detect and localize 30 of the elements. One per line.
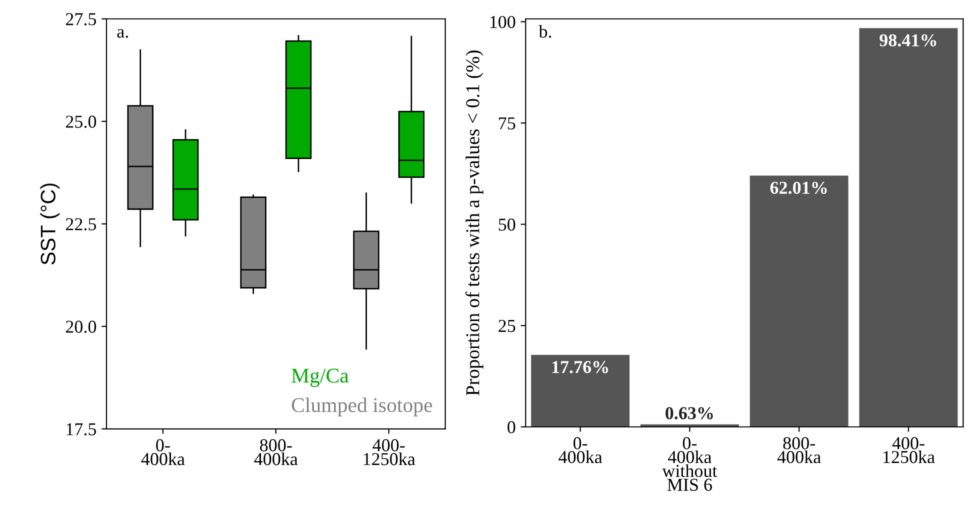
bar [531,354,630,427]
bar [750,176,848,427]
text: Mg/Ca [292,368,349,387]
bar [859,28,958,427]
text: Clumped isotope [292,398,432,416]
y-tick-label: 25 [498,320,516,332]
annotation: a. [117,29,128,38]
data-label: 17.76% [552,360,608,374]
y-tick-label: 75 [499,117,516,130]
y-axis-title: Proportion of tests with a p-values < 0.1 (%) [465,50,484,396]
data-label: 98.41% [880,34,936,46]
x-tick-label: 400- 1250ka [364,439,416,466]
x-tick-label: 800- 400ka [254,439,298,466]
x-tick-label: 0- 400ka [558,437,602,464]
y-tick-label: 25.0 [66,116,96,128]
y-tick-label: 22.5 [66,218,96,230]
annotation: b. [538,24,552,38]
data-label: 0.63% [666,407,713,420]
y-tick-label: 0 [508,421,516,434]
x-tick-label: 0- 400ka [141,439,185,466]
y-axis-title: SST (°C) [40,184,60,265]
y-tick-label: 50 [498,218,516,231]
y-tick-label: 27.5 [66,13,96,26]
data-label: 62.01% [770,182,827,194]
y-tick-label: 100 [490,16,516,28]
x-tick-label: 800- 400ka [777,437,821,464]
y-tick-label: 20.0 [66,320,96,333]
x-tick-label: 400- 1250ka [883,437,935,464]
y-tick-label: 17.5 [66,423,96,436]
x-tick-label: 0- 400ka without MIS 6 [662,437,718,491]
